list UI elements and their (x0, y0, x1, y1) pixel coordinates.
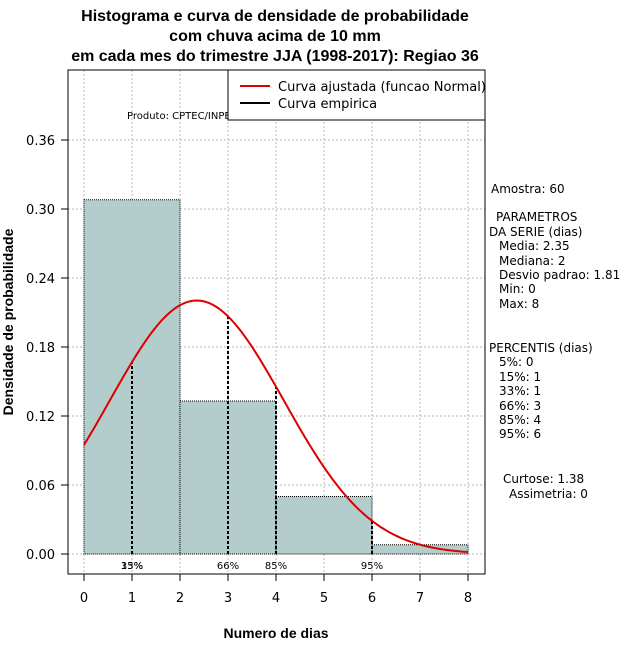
x-tick-label-2: 2 (176, 591, 184, 606)
statistics-panel: Amostra: 60 PARAMETROS DA SERIE (dias) M… (489, 182, 620, 501)
legend-box (227, 69, 486, 121)
x-axis-label: Numero de dias (223, 625, 328, 641)
parameters-subtitle: DA SERIE (dias) (489, 225, 582, 239)
sample-size: Amostra: 60 (491, 182, 565, 196)
x-tick-label-1: 1 (128, 591, 136, 606)
param-stddev: Desvio padrao: 1.81 (499, 268, 620, 282)
param-median: Mediana: 2 (499, 254, 566, 268)
y-axis-label: Densidade de probabilidade (0, 228, 16, 415)
y-tick-label-1: 0.06 (26, 479, 55, 494)
chart-title-line-2: com chuva acima de 10 mm (169, 28, 381, 45)
percentile-66: 66%: 3 (499, 399, 541, 413)
percentile-lines (131, 316, 373, 554)
histogram-bars (83, 199, 469, 555)
percentile-5: 5%: 0 (499, 355, 534, 369)
y-tick-label-2: 0.12 (26, 410, 55, 425)
y-tick-label-6: 0.36 (26, 134, 55, 149)
percentile-labels: 15%33% 66% 85% 95% (121, 561, 383, 572)
x-tick-label-3: 3 (224, 591, 232, 606)
y-axis: 0.00 0.06 0.12 0.18 0.24 0.30 0.36 (26, 134, 69, 563)
product-label: Produto: CPTEC/INPE (127, 111, 231, 122)
param-max: Max: 8 (499, 297, 539, 311)
percentile-label-3: 85% (265, 561, 287, 572)
x-tick-label-8: 8 (464, 591, 472, 606)
histogram-bar-2 (275, 496, 373, 555)
legend: Curva ajustada (funcao Normal) Curva emp… (227, 69, 486, 121)
percentile-label-2: 66% (217, 561, 239, 572)
parameters-title: PARAMETROS (496, 210, 577, 224)
y-tick-label-4: 0.24 (26, 272, 55, 287)
histogram-bar-3 (371, 544, 469, 555)
legend-label-normal: Curva ajustada (funcao Normal) (278, 80, 486, 95)
y-tick-label-5: 0.30 (26, 203, 55, 218)
legend-label-empirical: Curva empirica (278, 97, 377, 112)
normal-fit-curve (83, 299, 469, 554)
y-tick-label-3: 0.18 (26, 341, 55, 356)
x-tick-label-0: 0 (80, 591, 88, 606)
param-min: Min: 0 (499, 282, 536, 296)
chart-title-line-3: em cada mes do trimestre JJA (1998-2017)… (71, 48, 479, 65)
percentile-label-1: 33% (121, 561, 143, 572)
percentile-85: 85%: 4 (499, 413, 541, 427)
x-tick-label-7: 7 (416, 591, 424, 606)
param-mean: Media: 2.35 (499, 239, 570, 253)
percentile-95: 95%: 6 (499, 427, 541, 441)
percentiles-title: PERCENTIS (dias) (489, 341, 593, 355)
percentile-15: 15%: 1 (499, 370, 541, 384)
x-tick-label-4: 4 (272, 591, 280, 606)
kurtosis: Curtose: 1.38 (503, 472, 584, 486)
percentile-label-4: 95% (361, 561, 383, 572)
skewness: Assimetria: 0 (509, 487, 588, 501)
chart-title-line-1: Histograma e curva de densidade de proba… (81, 8, 469, 25)
x-axis: 0 1 2 3 4 5 6 7 8 (80, 573, 472, 606)
x-tick-label-6: 6 (368, 591, 376, 606)
x-tick-label-5: 5 (320, 591, 328, 606)
percentile-33: 33%: 1 (499, 384, 541, 398)
percentile-label-0: 15% (121, 561, 143, 572)
y-tick-label-0: 0.00 (26, 548, 55, 563)
